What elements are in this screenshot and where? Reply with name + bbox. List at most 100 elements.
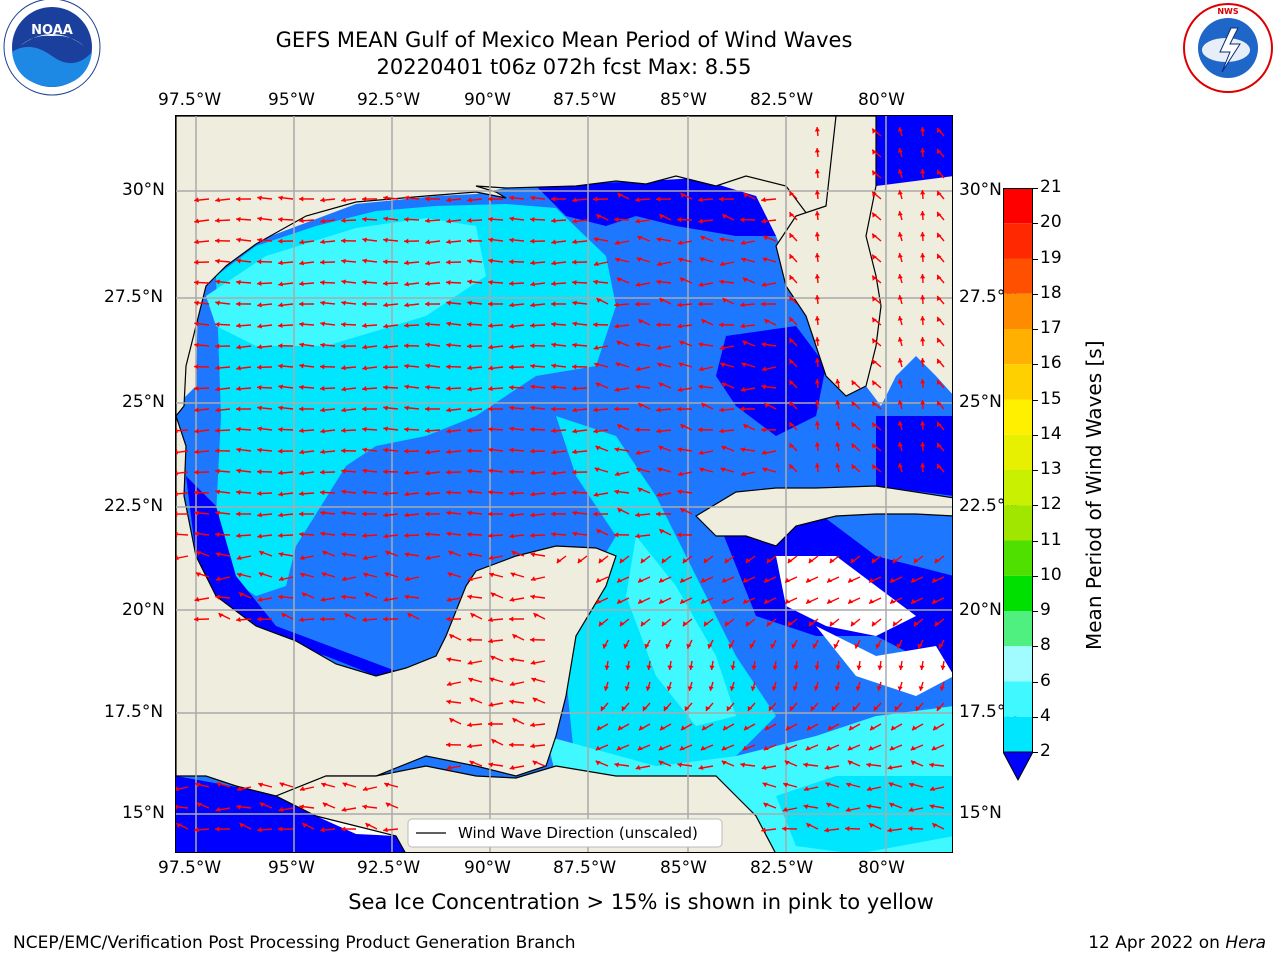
wind-arrow-head — [615, 362, 621, 368]
colorbar-segment — [1003, 470, 1033, 506]
wind-arrow-head — [257, 405, 262, 411]
wind-arrow-head — [299, 804, 305, 810]
wind-arrow-head — [920, 127, 926, 132]
wind-arrow-head — [835, 665, 841, 670]
wind-arrow-head — [425, 511, 430, 517]
wind-arrow-head — [846, 782, 852, 788]
wind-arrow-head — [257, 512, 262, 518]
wind-arrow-head — [803, 804, 809, 810]
wind-arrow-head — [764, 598, 770, 604]
wind-arrow-head — [764, 725, 770, 731]
wind-arrow-head — [617, 424, 623, 430]
wind-arrow-head — [320, 428, 326, 434]
lon-label-top: 80°W — [858, 90, 905, 110]
footer-credit: NCEP/EMC/Verification Post Processing Pr… — [13, 933, 576, 953]
wind-arrow-head — [341, 427, 346, 433]
wind-arrow-head — [488, 617, 493, 623]
wind-arrow-head — [615, 257, 621, 263]
wind-arrow-head — [785, 598, 791, 604]
colorbar-segment — [1003, 681, 1033, 717]
wind-arrow-head — [278, 384, 284, 390]
wind-arrow-head — [446, 280, 451, 286]
wind-arrow-head — [278, 363, 283, 369]
wind-arrow-head — [646, 665, 652, 670]
wind-arrow-head — [176, 511, 178, 517]
wind-arrow-head — [936, 274, 942, 280]
wind-arrow-head — [488, 216, 493, 222]
wind-arrow-head — [919, 665, 925, 670]
wind-arrow-head — [661, 558, 667, 564]
wind-arrow-head — [805, 745, 811, 751]
colorbar-tick-label: 17 — [1040, 318, 1062, 338]
wind-arrow-head — [835, 400, 841, 405]
wind-arrow-head — [740, 302, 745, 308]
wind-arrow-head — [215, 826, 220, 832]
wind-arrow-head — [657, 467, 663, 473]
colorbar-tick — [1033, 646, 1038, 648]
wind-arrow-head — [785, 577, 791, 583]
wind-arrow-head — [745, 621, 751, 627]
wind-arrow-head — [176, 491, 178, 497]
wind-arrow-head — [721, 745, 727, 751]
wind-arrow-head — [509, 596, 515, 602]
wind-arrow-head — [872, 149, 877, 155]
wind-arrow-head — [761, 827, 767, 833]
wind-arrow-head — [936, 337, 942, 343]
wind-arrow-head — [362, 237, 367, 243]
wind-arrow-head — [299, 196, 304, 202]
wind-arrow-head — [789, 380, 794, 386]
wind-arrow-head — [703, 621, 709, 627]
colorbar-segment — [1003, 188, 1033, 224]
wind-arrow-head — [708, 686, 714, 691]
wind-arrow-head — [533, 613, 539, 618]
wind-arrow-head — [425, 239, 431, 245]
wind-arrow-head — [509, 364, 514, 370]
wind-arrow-head — [719, 407, 724, 413]
wind-arrow-head — [344, 613, 350, 618]
wind-arrow-head — [278, 302, 283, 308]
yucatan-band-light — [626, 536, 736, 726]
wind-arrow-head — [278, 594, 283, 600]
wind-arrow-head — [896, 643, 902, 649]
wind-arrow-head — [176, 449, 178, 455]
wind-arrow-head — [598, 621, 604, 627]
wind-arrow-head — [530, 260, 535, 266]
wind-arrow-head — [551, 260, 557, 266]
wind-arrow-head — [724, 621, 730, 627]
wind-arrow-head — [341, 576, 347, 582]
lon-label-bottom: 95°W — [268, 858, 315, 878]
wind-arrow-head — [341, 407, 346, 413]
wind-arrow-head — [868, 745, 874, 751]
wind-arrow-head — [783, 782, 789, 788]
wind-arrow-head — [763, 803, 769, 808]
wind-arrow-head — [701, 577, 707, 583]
wind-arrow-head — [920, 379, 926, 384]
wind-arrow-head — [509, 405, 514, 411]
wind-arrow-head — [404, 363, 409, 369]
wind-arrow-head — [176, 786, 179, 792]
wind-arrow-head — [719, 196, 724, 202]
wind-arrow-head — [341, 448, 346, 454]
wind-arrow-head — [341, 552, 347, 558]
wind-arrow-head — [176, 470, 179, 476]
wind-arrow-head — [215, 552, 221, 558]
wind-arrow-head — [897, 379, 903, 384]
wind-arrow-head — [920, 190, 926, 195]
wind-arrow-head — [425, 301, 430, 307]
wind-arrow-head — [656, 511, 661, 517]
wind-arrow-head — [404, 448, 409, 454]
wind-arrow-head — [258, 572, 264, 578]
wind-arrow-head — [806, 823, 812, 829]
wind-arrow-head — [684, 705, 690, 711]
wind-arrow-head — [278, 532, 283, 538]
wind-arrow-head — [872, 401, 877, 407]
wind-arrow-head — [680, 424, 686, 430]
wind-arrow-head — [383, 405, 388, 411]
wind-arrow-head — [614, 762, 620, 768]
wind-arrow-head — [551, 406, 556, 412]
colorbar-tick-label: 12 — [1040, 494, 1062, 515]
wind-arrow-head — [530, 594, 536, 600]
wind-arrow-head — [699, 257, 705, 263]
wind-arrow-head — [638, 598, 644, 604]
lon-label-top: 92.5°W — [357, 90, 421, 110]
